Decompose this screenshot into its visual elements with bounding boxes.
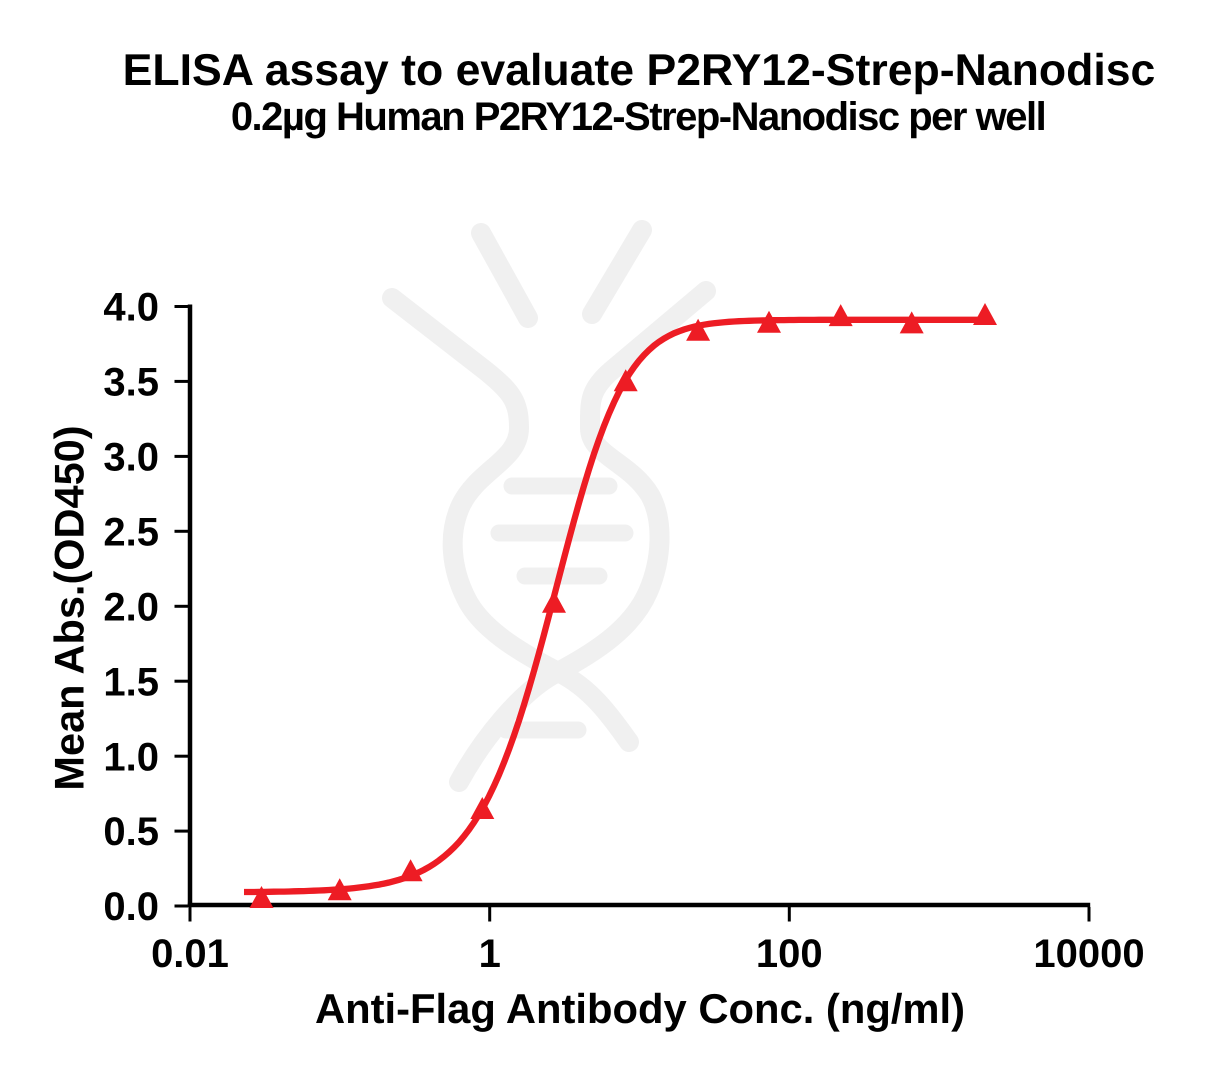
svg-text:1: 1 [479, 932, 501, 976]
svg-text:10000: 10000 [1033, 932, 1144, 976]
svg-text:2.5: 2.5 [103, 510, 159, 554]
svg-text:3.5: 3.5 [103, 361, 159, 405]
svg-text:0.01: 0.01 [151, 932, 229, 976]
svg-text:3.0: 3.0 [103, 436, 159, 480]
svg-text:Mean Abs.(OD450): Mean Abs.(OD450) [46, 425, 93, 790]
svg-text:100: 100 [756, 932, 823, 976]
svg-text:0.5: 0.5 [103, 810, 159, 854]
svg-text:2.0: 2.0 [103, 585, 159, 629]
svg-text:4.0: 4.0 [103, 286, 159, 330]
svg-text:1.0: 1.0 [103, 735, 159, 779]
svg-text:1.5: 1.5 [103, 660, 159, 704]
svg-text:0.2µg Human P2RY12-Strep-Nanod: 0.2µg Human P2RY12-Strep-Nanodisc per we… [231, 95, 1045, 139]
svg-text:ELISA assay to evaluate P2RY12: ELISA assay to evaluate P2RY12-Strep-Nan… [123, 46, 1156, 95]
svg-text:0.0: 0.0 [103, 885, 159, 929]
svg-text:Anti-Flag Antibody Conc. (ng/m: Anti-Flag Antibody Conc. (ng/ml) [315, 985, 965, 1032]
